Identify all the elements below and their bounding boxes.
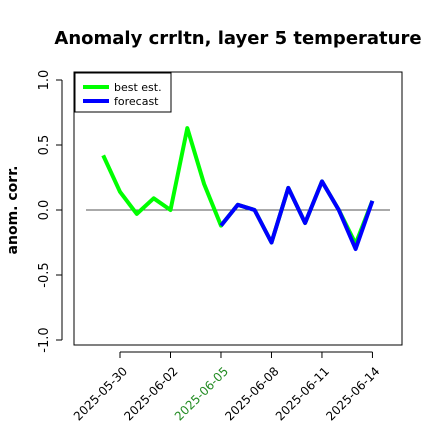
y-tick-label: 0.5 (37, 135, 52, 156)
x-axis: 2025-05-302025-06-022025-06-052025-06-08… (71, 351, 383, 423)
series-line-forecast (219, 179, 375, 251)
series-lines (101, 126, 375, 251)
y-tick-label: -1.0 (37, 327, 52, 352)
y-axis: -1.0 -0.5 0.0 0.5 1.0 (37, 70, 63, 353)
plot-frame (73, 71, 403, 346)
legend-box (74, 72, 172, 113)
legend-label-forecast: forecast (114, 95, 159, 108)
legend-label-best-est: best est. (114, 81, 162, 94)
y-tick-label: 1.0 (37, 70, 52, 91)
chart-title: Anomaly crrltn, layer 5 temperature (54, 28, 421, 49)
series-line-best-est (101, 126, 375, 246)
y-axis-label: anom. corr. (5, 166, 21, 255)
x-tick-label: 2025-06-14 (323, 364, 382, 423)
y-tick-label: -0.5 (37, 262, 52, 287)
legend: best est. forecast (74, 72, 172, 113)
y-tick-label: 0.0 (37, 200, 52, 221)
